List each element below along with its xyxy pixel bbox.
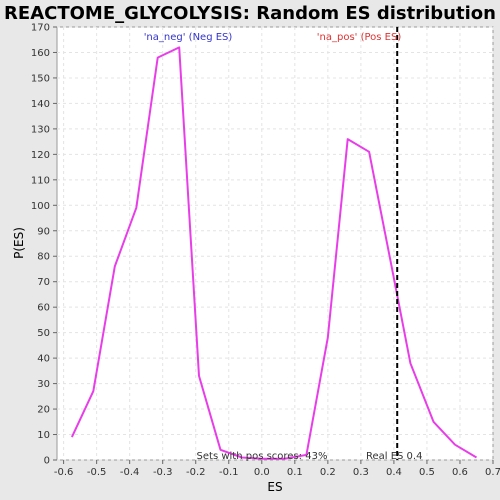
x-tick-label: -0.6 [54,467,74,478]
y-tick-label: 30 [37,379,50,390]
y-tick-label: 110 [31,175,50,186]
real-es-label: Real ES 0.4 [366,451,422,462]
series-layer [70,46,478,460]
y-tick-label: 10 [37,430,50,441]
real-es-marker: Real ES 0.4 [366,27,422,462]
x-tick-label: 0.7 [485,467,500,478]
x-tick-label: 0.1 [287,467,303,478]
neg-es-label: 'na_neg' (Neg ES) [144,32,233,43]
x-tick-label: -0.2 [186,467,206,478]
y-tick-label: 90 [37,226,50,237]
series-line [70,46,478,460]
x-tick-label: 0.3 [353,467,369,478]
x-tick-label: 0.0 [254,467,270,478]
x-tick-label: -0.4 [120,467,140,478]
x-tick-label: -0.5 [87,467,107,478]
x-tick-label: 0.4 [386,467,402,478]
x-tick-label: 0.2 [320,467,336,478]
pos-es-label: 'na_pos' (Pos ES) [317,32,402,43]
y-tick-label: 130 [31,124,50,135]
x-tick-label: -0.3 [153,467,173,478]
y-tick-label: 150 [31,73,50,84]
y-tick-label: 70 [37,277,50,288]
x-axis-label: ES [267,480,282,494]
axes: 0 10 20 30 40 50 60 70 80 90 100 110 120 130 140 150 160… [31,23,500,479]
y-tick-label: 60 [37,303,50,314]
y-tick-label: 50 [37,328,50,339]
y-tick-label: 170 [31,23,50,34]
y-tick-label: 80 [37,252,50,263]
y-axis-label: P(ES) [12,227,26,259]
pos-scores-note: Sets with pos scores: 43% [197,451,328,462]
x-tick-label: 0.6 [452,467,468,478]
y-tick-label: 40 [37,354,50,365]
x-tick-label: -0.1 [219,467,239,478]
x-tick-label: 0.5 [419,467,435,478]
y-tick-label: 120 [31,150,50,161]
grid [57,26,494,461]
y-tick-label: 100 [31,201,50,212]
y-tick-label: 160 [31,48,50,59]
y-tick-label: 140 [31,99,50,110]
y-tick-label: 20 [37,405,50,416]
chart-title: REACTOME_GLYCOLYSIS: Random ES distribut… [4,3,496,24]
y-tick-label: 0 [44,456,50,467]
